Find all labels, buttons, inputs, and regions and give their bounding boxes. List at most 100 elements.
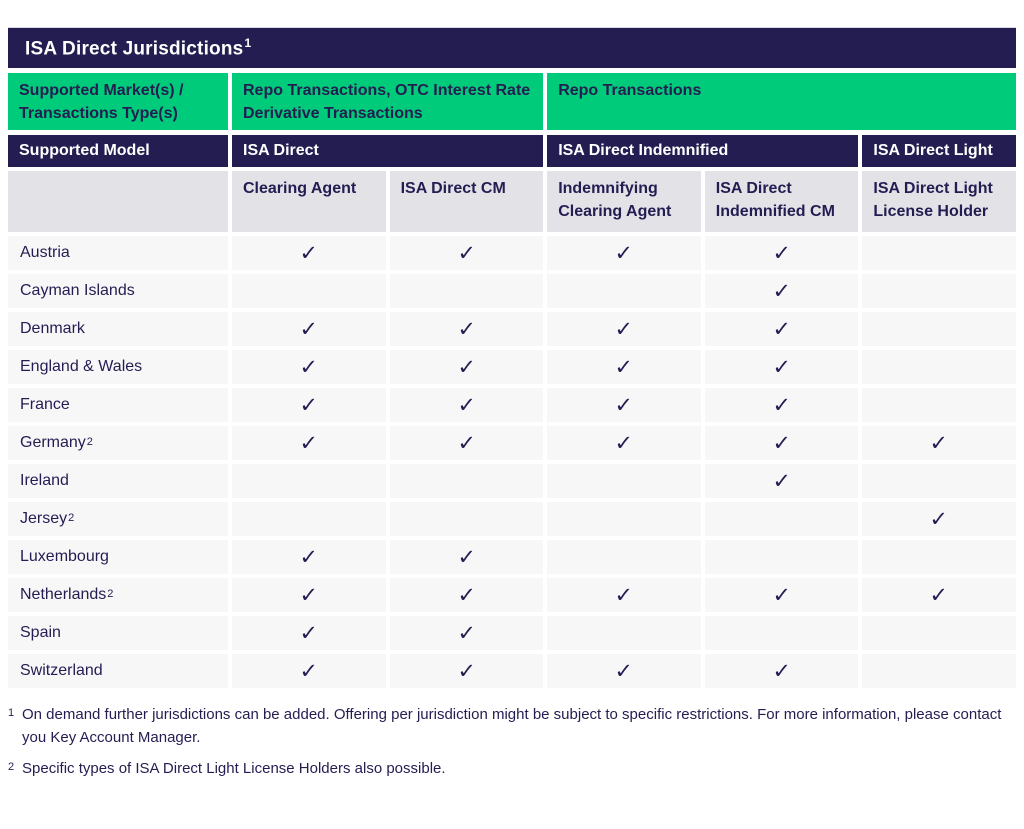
check-icon: ✓ (457, 355, 476, 379)
check-cell: ✓ (704, 350, 859, 384)
table-row: France ✓ ✓ ✓ ✓ (8, 388, 1016, 422)
empty-cell (547, 502, 701, 536)
jurisdiction-footnote-marker: 2 (107, 588, 114, 600)
model-isa-direct: ISA Direct (232, 135, 544, 167)
footnote-1-text: On demand further jurisdictions can be a… (22, 706, 1002, 746)
empty-cell (862, 388, 1016, 422)
check-cell: ✓ (547, 426, 701, 460)
table-row: Germany 2 ✓ ✓ ✓ ✓ ✓ (8, 426, 1016, 460)
check-icon: ✓ (772, 393, 791, 417)
table-row: Luxembourg ✓ ✓ (8, 540, 1016, 574)
column-header-isa-direct-cm: ISA Direct CM (389, 171, 544, 232)
jurisdiction-name: England & Wales (8, 350, 228, 384)
check-icon: ✓ (772, 355, 791, 379)
empty-cell (704, 616, 859, 650)
check-icon: ✓ (299, 317, 319, 341)
check-icon: ✓ (614, 583, 634, 607)
check-cell: ✓ (232, 616, 386, 650)
jurisdiction-name: Switzerland (8, 654, 228, 688)
column-header-indemnifying-clearing-agent: Indemnifying Clearing Agent (547, 171, 701, 232)
title-footnote-marker: 1 (244, 35, 252, 50)
empty-cell (704, 502, 859, 536)
empty-cell (704, 540, 859, 574)
empty-cell (862, 464, 1016, 498)
check-icon: ✓ (457, 545, 476, 569)
check-cell: ✓ (389, 426, 544, 460)
check-cell: ✓ (547, 236, 701, 270)
check-cell: ✓ (862, 502, 1016, 536)
model-isa-direct-light: ISA Direct Light (862, 135, 1016, 167)
check-cell: ✓ (704, 312, 859, 346)
empty-cell (862, 274, 1016, 308)
check-cell: ✓ (704, 274, 859, 308)
check-icon: ✓ (614, 355, 634, 379)
table-row: Ireland ✓ (8, 464, 1016, 498)
jurisdiction-footnote-marker: 2 (86, 436, 93, 448)
check-icon: ✓ (614, 659, 634, 683)
footnote-1-marker: 1 (8, 707, 15, 719)
market-group-repo-otc: Repo Transactions, OTC Interest Rate Der… (232, 73, 544, 130)
table-row: Denmark ✓ ✓ ✓ ✓ (8, 312, 1016, 346)
jurisdiction-name: Luxembourg (8, 540, 228, 574)
check-icon: ✓ (614, 317, 634, 341)
check-cell: ✓ (862, 578, 1016, 612)
table-row: England & Wales ✓ ✓ ✓ ✓ (8, 350, 1016, 384)
check-cell: ✓ (232, 540, 386, 574)
check-cell: ✓ (704, 388, 859, 422)
empty-cell (232, 502, 386, 536)
jurisdiction-name: Denmark (8, 312, 228, 346)
check-cell: ✓ (232, 236, 386, 270)
jurisdiction-footnote-marker: 2 (68, 512, 75, 524)
footnotes: 1 On demand further jurisdictions can be… (8, 704, 1016, 781)
check-icon: ✓ (299, 431, 319, 455)
check-cell: ✓ (232, 312, 386, 346)
footnote-2-marker: 2 (8, 761, 15, 773)
check-cell: ✓ (704, 426, 859, 460)
table-row: Netherlands 2 ✓ ✓ ✓ ✓ ✓ (8, 578, 1016, 612)
check-cell: ✓ (232, 654, 386, 688)
empty-cell (862, 312, 1016, 346)
check-icon: ✓ (614, 431, 634, 455)
check-icon: ✓ (614, 393, 634, 417)
check-icon: ✓ (929, 431, 949, 455)
column-header-row: Clearing Agent ISA Direct CM Indemnifyin… (8, 171, 1016, 232)
check-cell: ✓ (862, 426, 1016, 460)
empty-cell (862, 654, 1016, 688)
empty-cell (547, 464, 701, 498)
market-row-label: Supported Market(s) / Transactions Type(… (8, 73, 228, 130)
column-header-clearing-agent: Clearing Agent (232, 171, 386, 232)
empty-cell (547, 540, 701, 574)
check-cell: ✓ (547, 654, 701, 688)
check-cell: ✓ (704, 236, 859, 270)
check-icon: ✓ (457, 241, 476, 265)
check-cell: ✓ (547, 312, 701, 346)
column-header-isa-direct-indemnified-cm: ISA Direct Indemnified CM (704, 171, 859, 232)
check-icon: ✓ (299, 621, 319, 645)
model-header-row: Supported Model ISA Direct ISA Direct In… (8, 135, 1016, 167)
check-icon: ✓ (457, 431, 476, 455)
jurisdiction-name: France (8, 388, 228, 422)
check-cell: ✓ (232, 350, 386, 384)
isa-direct-jurisdictions-table: ISA Direct Jurisdictions1 Supported Mark… (8, 27, 1016, 688)
page-title: ISA Direct Jurisdictions1 (25, 35, 252, 60)
check-icon: ✓ (772, 241, 791, 265)
footnote-2-text: Specific types of ISA Direct Light Licen… (22, 760, 446, 777)
check-icon: ✓ (772, 583, 791, 607)
table-row: Switzerland ✓ ✓ ✓ ✓ (8, 654, 1016, 688)
jurisdiction-name: Ireland (8, 464, 228, 498)
check-icon: ✓ (772, 317, 791, 341)
empty-cell (232, 464, 386, 498)
market-header-row: Supported Market(s) / Transactions Type(… (8, 73, 1016, 130)
check-icon: ✓ (299, 583, 319, 607)
check-cell: ✓ (704, 578, 859, 612)
jurisdiction-name: Spain (8, 616, 228, 650)
footnote-1: 1 On demand further jurisdictions can be… (8, 704, 1012, 749)
check-cell: ✓ (389, 312, 544, 346)
check-cell: ✓ (232, 578, 386, 612)
check-icon: ✓ (772, 469, 791, 493)
jurisdiction-name: Netherlands 2 (8, 578, 228, 612)
check-cell: ✓ (547, 578, 701, 612)
table-row: Spain ✓ ✓ (8, 616, 1016, 650)
check-cell: ✓ (389, 350, 544, 384)
footnote-2: 2 Specific types of ISA Direct Light Lic… (8, 758, 1012, 781)
